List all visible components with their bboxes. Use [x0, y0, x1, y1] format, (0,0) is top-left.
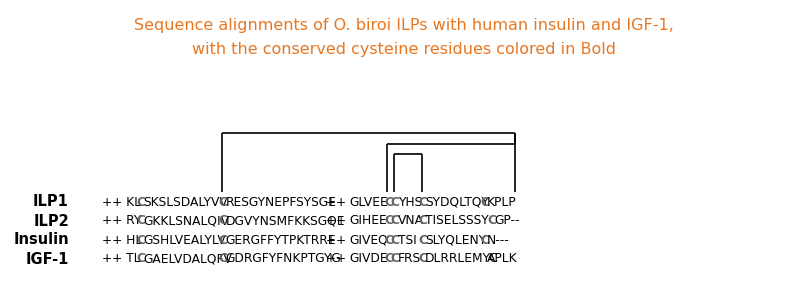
Text: ++: ++ [322, 196, 350, 209]
Text: FRS: FRS [398, 253, 421, 266]
Text: ILP1: ILP1 [33, 194, 69, 209]
Text: C: C [418, 214, 427, 227]
Text: TSI: TSI [398, 234, 417, 247]
Text: Sequence alignments of O. biroi ILPs with human insulin and IGF-1,: Sequence alignments of O. biroi ILPs wit… [134, 18, 674, 33]
Text: GSHLVEALYLV: GSHLVEALYLV [143, 234, 226, 247]
Text: YHS: YHS [398, 196, 422, 209]
Text: ++: ++ [322, 214, 350, 227]
Text: C: C [391, 214, 400, 227]
Text: TISELSSSY: TISELSSSY [426, 214, 489, 227]
Text: GLVEE: GLVEE [350, 196, 388, 209]
Text: C: C [418, 234, 427, 247]
Text: GAELVDALQFV: GAELVDALQFV [143, 253, 232, 266]
Text: C: C [384, 196, 393, 209]
Text: SLYQLENY: SLYQLENY [426, 234, 486, 247]
Text: C: C [218, 234, 228, 247]
Text: DGVYNSMFKKSGQE: DGVYNSMFKKSGQE [226, 214, 345, 227]
Text: APLK: APLK [487, 253, 518, 266]
Text: C: C [384, 253, 393, 266]
Text: GDRGFYFNKPTGYG: GDRGFYFNKPTGYG [226, 253, 342, 266]
Text: DLRRLEMYC: DLRRLEMYC [426, 253, 499, 266]
Text: ++ KL: ++ KL [102, 196, 141, 209]
Text: C: C [384, 234, 393, 247]
Text: N---: N--- [487, 234, 510, 247]
Text: ++: ++ [322, 253, 350, 266]
Text: C: C [480, 234, 490, 247]
Text: C: C [480, 196, 490, 209]
Text: C: C [384, 214, 393, 227]
Text: GIVDE: GIVDE [350, 253, 388, 266]
Text: ++ RY: ++ RY [102, 214, 141, 227]
Text: ++: ++ [322, 234, 350, 247]
Text: GIVEQ: GIVEQ [350, 234, 388, 247]
Text: C: C [218, 196, 228, 209]
Text: C: C [136, 234, 145, 247]
Text: GP--: GP-- [494, 214, 519, 227]
Text: Insulin: Insulin [14, 232, 69, 248]
Text: GIHEE: GIHEE [350, 214, 387, 227]
Text: SKSLSDALYVV: SKSLSDALYVV [143, 196, 228, 209]
Text: SYDQLTQY: SYDQLTQY [426, 196, 489, 209]
Text: C: C [391, 253, 400, 266]
Text: C: C [391, 234, 400, 247]
Text: C: C [487, 214, 496, 227]
Text: ILP2: ILP2 [34, 214, 69, 229]
Text: C: C [418, 196, 427, 209]
Text: RESGYNEPFSYSGE: RESGYNEPFSYSGE [226, 196, 337, 209]
Text: C: C [218, 253, 228, 266]
Text: C: C [136, 214, 145, 227]
Text: C: C [391, 196, 400, 209]
Text: KPLP: KPLP [487, 196, 517, 209]
Text: GERGFFYTPKTRRE: GERGFFYTPKTRRE [226, 234, 336, 247]
Text: ++ HL: ++ HL [102, 234, 142, 247]
Text: C: C [218, 214, 228, 227]
Text: ++ TL: ++ TL [102, 253, 140, 266]
Text: IGF-1: IGF-1 [26, 252, 69, 266]
Text: VNA: VNA [398, 214, 424, 227]
Text: GKKLSNALQIV: GKKLSNALQIV [143, 214, 229, 227]
Text: C: C [136, 196, 145, 209]
Text: C: C [136, 253, 145, 266]
Text: with the conserved cysteine residues colored in Bold: with the conserved cysteine residues col… [192, 42, 616, 57]
Text: C: C [418, 253, 427, 266]
